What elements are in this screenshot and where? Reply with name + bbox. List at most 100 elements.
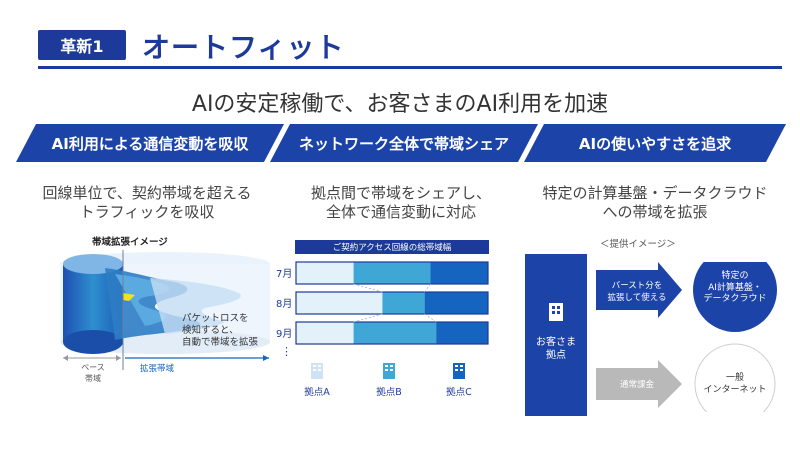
site-a-label: 拠点A <box>304 387 330 398</box>
burst-label: バースト分を 拡張して使える <box>598 280 676 304</box>
share-shift-connector <box>353 313 383 323</box>
more-months-ellipsis: ⋮ <box>281 345 292 358</box>
base-bandwidth-line1: ベース <box>81 363 105 372</box>
building-icon-window <box>460 365 463 367</box>
burst-arrow <box>596 262 682 318</box>
column1-heading: AI利用による通信変動を吸収 <box>16 124 284 162</box>
burst-label-line1: バースト分を <box>611 281 663 291</box>
site-b: 拠点B <box>372 362 406 398</box>
share-shift-connector <box>424 313 437 323</box>
packet-loss-note-line3: 自動で帯域を拡張 <box>182 337 259 348</box>
share-segment-site-c <box>430 262 488 284</box>
target-ai-platform-circle <box>693 262 777 332</box>
column2-desc-line1: 拠点間で帯域をシェアし、 <box>310 184 491 202</box>
share-segment-site-b <box>382 292 425 314</box>
building-icon-window <box>552 306 555 309</box>
expand-arrow-head <box>263 355 269 361</box>
site-c: 拠点C <box>442 362 476 398</box>
page-title: オートフィット <box>142 31 345 64</box>
target-ai-platform-label: 特定の AI計算基盤・ データクラウド <box>693 271 777 306</box>
share-segment-site-a <box>296 292 383 314</box>
building-icon-window <box>313 369 316 371</box>
flow-arrows <box>596 262 777 412</box>
building-icon-window <box>318 365 321 367</box>
share-bar-frame <box>295 321 489 345</box>
column3-description: 特定の計算基盤・データクラウド への帯域を拡張 <box>524 184 786 222</box>
base-arrow-head-right <box>116 355 121 361</box>
building-icon-window <box>455 365 458 367</box>
building-icon-window <box>385 365 388 367</box>
title-underline <box>38 66 782 69</box>
customer-site-line1: お客さま <box>536 337 576 348</box>
total-bandwidth-header: ご契約アクセス回線の総帯域幅 <box>295 240 489 254</box>
building-icon-window <box>318 369 321 371</box>
share-segment-site-a <box>296 322 354 344</box>
building-icon-window <box>385 369 388 371</box>
expanded-bandwidth-label: 拡張帯域 <box>140 364 175 374</box>
packet-loss-note-line2: 検知すると、 <box>182 325 239 336</box>
column3-desc-line2: への帯域を拡張 <box>602 203 708 221</box>
site-c-label: 拠点C <box>446 387 472 398</box>
building-icon-body <box>311 363 323 379</box>
column3-desc-line1: 特定の計算基盤・データクラウド <box>542 184 768 202</box>
share-shift-connector <box>424 283 431 293</box>
provision-image-label: ＜提供イメージ＞ <box>600 239 676 250</box>
month-label: 8月 <box>276 298 292 310</box>
bandwidth-figure-label: 帯域拡張イメージ <box>92 237 168 248</box>
building-icon-body <box>549 303 563 321</box>
packet-loss-highlight <box>123 293 135 301</box>
bandwidth-expansion-illustration <box>60 250 270 370</box>
base-arrow-head-left <box>63 355 68 361</box>
share-shift-connector <box>353 283 383 293</box>
base-bandwidth-line2: 帯域 <box>85 374 101 383</box>
base-bandwidth-label: ベース 帯域 <box>78 362 108 384</box>
building-icon-window <box>460 369 463 371</box>
building-icon-window <box>390 369 393 371</box>
customer-site-block: お客さま 拠点 <box>525 254 587 416</box>
building-icon-body <box>453 363 465 379</box>
target-internet-line1: 一般 <box>725 373 744 383</box>
column2-description: 拠点間で帯域をシェアし、 全体で通信変動に対応 <box>270 184 532 222</box>
target-internet-line2: インターネット <box>703 385 767 395</box>
target-internet-label: 一般 インターネット <box>693 372 777 396</box>
site-a: 拠点A <box>300 362 334 398</box>
innovation-badge: 革新1 <box>38 30 126 60</box>
column1-desc-line1: 回線単位で、契約帯域を超える <box>42 184 252 202</box>
site-b-label: 拠点B <box>376 387 402 398</box>
column1-desc-line2: トラフィックを吸収 <box>79 203 215 221</box>
building-icon-window <box>390 365 393 367</box>
building-icon-window <box>313 365 316 367</box>
building-icon-window <box>557 311 560 314</box>
packet-loss-note-line1: パケットロスを <box>182 313 249 324</box>
target-internet-circle <box>694 343 776 412</box>
normal-billing-arrow <box>596 360 682 408</box>
share-segment-site-b <box>353 322 437 344</box>
building-icon <box>311 363 323 379</box>
normal-billing-label: 通常課金 <box>619 380 654 390</box>
column3-heading: AIの使いやすさを追求 <box>524 124 786 162</box>
column2-heading: ネットワーク全体で帯域シェア <box>270 124 538 162</box>
burst-label-line2: 拡張して使える <box>607 293 667 303</box>
target-ai-line3: データクラウド <box>703 294 767 304</box>
building-icon-body <box>383 363 395 379</box>
building-icon <box>453 363 465 379</box>
share-segment-site-a <box>296 262 354 284</box>
target-ai-line2: AI計算基盤・ <box>708 282 762 293</box>
month-label: 7月 <box>276 268 292 280</box>
traffic-wave-light <box>150 278 241 334</box>
building-icon-window <box>455 369 458 371</box>
column2-desc-line2: 全体で通信変動に対応 <box>325 203 476 221</box>
page-subtitle: AIの安定稼働で、お客さまのAI利用を加速 <box>191 92 609 117</box>
column1-description: 回線単位で、契約帯域を超える トラフィックを吸収 <box>16 184 278 222</box>
building-icon-window <box>552 311 555 314</box>
customer-site-line2: 拠点 <box>546 350 566 361</box>
share-bar-frame <box>295 261 489 285</box>
target-ai-line1: 特定の <box>721 271 749 281</box>
month-label: 9月 <box>276 328 292 340</box>
base-cylinder-bottom <box>63 330 123 354</box>
packet-loss-note: パケットロスを 検知すると、 自動で帯域を拡張 <box>182 313 258 349</box>
share-segment-site-c <box>436 322 488 344</box>
building-icon-window <box>557 306 560 309</box>
share-segment-site-b <box>353 262 431 284</box>
share-segment-site-c <box>424 292 488 314</box>
